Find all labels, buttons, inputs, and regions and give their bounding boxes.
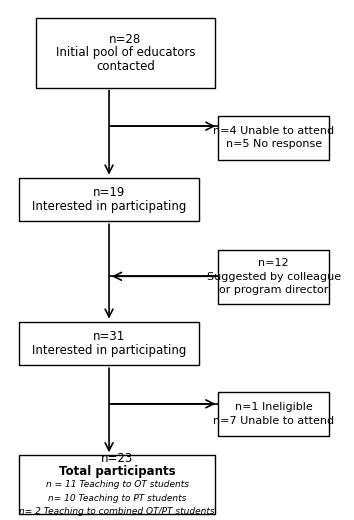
Text: Interested in participating: Interested in participating bbox=[32, 200, 186, 213]
Text: Initial pool of educators: Initial pool of educators bbox=[56, 46, 195, 59]
Text: n=7 Unable to attend: n=7 Unable to attend bbox=[213, 415, 334, 425]
FancyBboxPatch shape bbox=[19, 455, 215, 514]
Text: or program director: or program director bbox=[219, 285, 329, 295]
Text: n=31: n=31 bbox=[93, 330, 125, 343]
Text: n=1 Ineligible: n=1 Ineligible bbox=[235, 402, 313, 412]
Text: n=19: n=19 bbox=[93, 186, 125, 199]
Text: n=23: n=23 bbox=[101, 451, 133, 464]
Text: Suggested by colleague: Suggested by colleague bbox=[207, 271, 341, 281]
FancyBboxPatch shape bbox=[19, 178, 199, 222]
Text: Total participants: Total participants bbox=[59, 465, 176, 478]
Text: n= 2 Teaching to combined OT/PT students: n= 2 Teaching to combined OT/PT students bbox=[19, 507, 215, 516]
Text: n=4 Unable to attend: n=4 Unable to attend bbox=[213, 126, 334, 136]
Text: n = 11 Teaching to OT students: n = 11 Teaching to OT students bbox=[46, 480, 189, 489]
FancyBboxPatch shape bbox=[19, 321, 199, 365]
Text: n= 10 Teaching to PT students: n= 10 Teaching to PT students bbox=[48, 493, 186, 503]
FancyBboxPatch shape bbox=[218, 116, 329, 160]
FancyBboxPatch shape bbox=[218, 392, 329, 436]
Text: contacted: contacted bbox=[96, 60, 155, 73]
FancyBboxPatch shape bbox=[218, 250, 329, 304]
FancyBboxPatch shape bbox=[36, 18, 215, 87]
Text: n=12: n=12 bbox=[258, 258, 289, 268]
Text: Interested in participating: Interested in participating bbox=[32, 344, 186, 357]
Text: n=5 No response: n=5 No response bbox=[226, 139, 322, 149]
Text: n=28: n=28 bbox=[109, 33, 142, 46]
